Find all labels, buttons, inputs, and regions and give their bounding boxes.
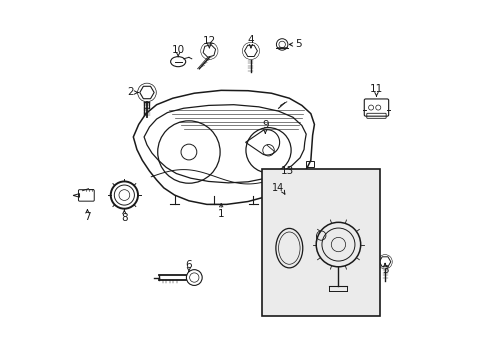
Text: 10: 10 — [171, 45, 184, 55]
Text: 5: 5 — [294, 40, 301, 49]
Text: 4: 4 — [247, 35, 254, 45]
Text: 7: 7 — [84, 212, 91, 222]
Text: 12: 12 — [203, 36, 216, 46]
Bar — [305, 161, 313, 167]
Text: 8: 8 — [121, 213, 127, 223]
Text: 3: 3 — [381, 265, 387, 275]
Text: 1: 1 — [218, 209, 224, 219]
Text: 9: 9 — [262, 121, 268, 130]
Text: 11: 11 — [369, 84, 382, 94]
Text: 6: 6 — [185, 260, 192, 270]
Text: 14: 14 — [272, 183, 284, 193]
Text: 13: 13 — [280, 166, 294, 176]
Text: 2: 2 — [127, 87, 134, 98]
Bar — [261, 169, 379, 316]
